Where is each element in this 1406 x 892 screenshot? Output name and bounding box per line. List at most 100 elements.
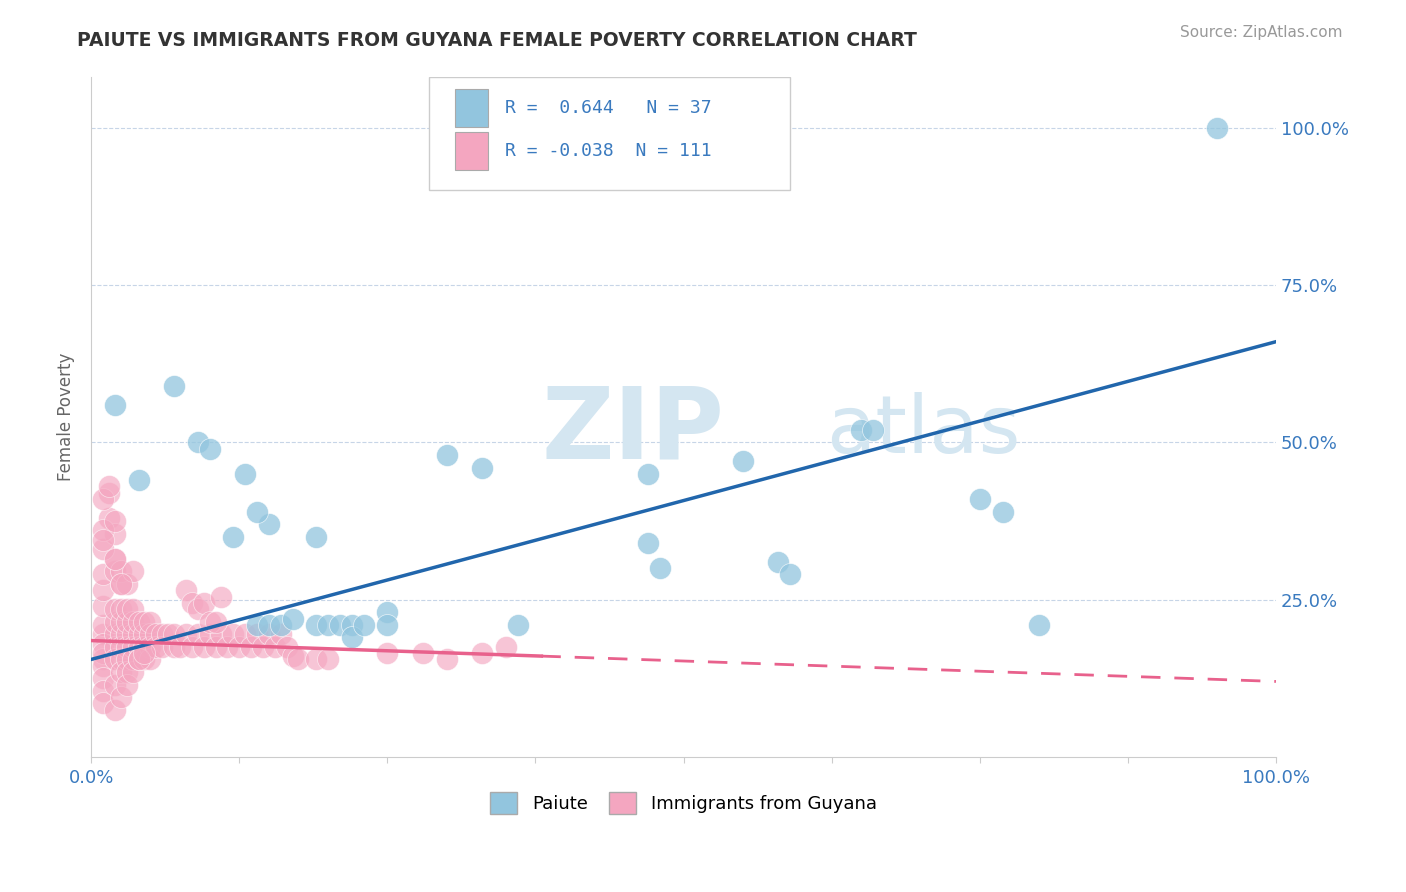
Point — [104, 627, 127, 641]
Point — [193, 640, 215, 654]
Point — [1205, 120, 1227, 135]
Point — [110, 615, 132, 629]
Point — [637, 467, 659, 481]
Point — [187, 435, 209, 450]
Point — [128, 640, 150, 654]
Point — [287, 652, 309, 666]
Point — [281, 611, 304, 625]
Point — [91, 697, 114, 711]
Point — [257, 517, 280, 532]
Point — [281, 649, 304, 664]
Text: atlas: atlas — [825, 392, 1021, 470]
Point — [121, 652, 143, 666]
Point — [97, 479, 120, 493]
Text: R =  0.644   N = 37: R = 0.644 N = 37 — [505, 99, 711, 117]
Point — [252, 640, 274, 654]
Point — [163, 640, 186, 654]
Point — [270, 617, 292, 632]
Point — [91, 599, 114, 613]
Point — [104, 703, 127, 717]
Point — [128, 652, 150, 666]
Point — [121, 627, 143, 641]
Point — [217, 640, 239, 654]
Point — [110, 602, 132, 616]
Point — [204, 615, 226, 629]
Point — [198, 442, 221, 456]
Point — [91, 524, 114, 538]
Point — [353, 617, 375, 632]
Point — [263, 640, 285, 654]
Point — [91, 684, 114, 698]
Point — [110, 690, 132, 705]
Point — [305, 617, 328, 632]
Point — [104, 551, 127, 566]
Point — [128, 652, 150, 666]
Point — [222, 627, 245, 641]
Point — [121, 640, 143, 654]
Point — [104, 398, 127, 412]
Point — [471, 646, 494, 660]
Point — [150, 640, 173, 654]
Point — [110, 577, 132, 591]
Point — [128, 615, 150, 629]
Legend: Paiute, Immigrants from Guyana: Paiute, Immigrants from Guyana — [481, 782, 886, 822]
Point — [187, 627, 209, 641]
Point — [377, 605, 399, 619]
Point — [731, 454, 754, 468]
Point — [329, 617, 352, 632]
Point — [276, 640, 298, 654]
Point — [121, 602, 143, 616]
Text: PAIUTE VS IMMIGRANTS FROM GUYANA FEMALE POVERTY CORRELATION CHART: PAIUTE VS IMMIGRANTS FROM GUYANA FEMALE … — [77, 31, 917, 50]
Point — [228, 640, 250, 654]
Point — [91, 617, 114, 632]
Point — [270, 627, 292, 641]
Text: Source: ZipAtlas.com: Source: ZipAtlas.com — [1180, 25, 1343, 40]
FancyBboxPatch shape — [456, 132, 488, 169]
Point — [779, 567, 801, 582]
Point — [169, 640, 191, 654]
Point — [115, 652, 138, 666]
Point — [134, 646, 156, 660]
Point — [377, 617, 399, 632]
Y-axis label: Female Poverty: Female Poverty — [58, 353, 75, 482]
Point — [471, 460, 494, 475]
Point — [134, 627, 156, 641]
Point — [91, 583, 114, 598]
Point — [198, 627, 221, 641]
Point — [305, 652, 328, 666]
Point — [115, 577, 138, 591]
Point — [121, 665, 143, 679]
Point — [187, 602, 209, 616]
Point — [1028, 617, 1050, 632]
Point — [91, 652, 114, 666]
Point — [305, 530, 328, 544]
Point — [134, 640, 156, 654]
Point — [104, 551, 127, 566]
Point — [91, 533, 114, 547]
Point — [110, 640, 132, 654]
Point — [211, 627, 233, 641]
Point — [115, 640, 138, 654]
Point — [104, 652, 127, 666]
Point — [115, 615, 138, 629]
Point — [969, 491, 991, 506]
Point — [91, 627, 114, 641]
Point — [257, 617, 280, 632]
Point — [198, 615, 221, 629]
Point — [174, 583, 197, 598]
Point — [204, 640, 226, 654]
Point — [340, 631, 363, 645]
Point — [233, 627, 256, 641]
Point — [91, 542, 114, 557]
Point — [340, 617, 363, 632]
Point — [257, 627, 280, 641]
Point — [121, 615, 143, 629]
Point — [246, 505, 269, 519]
Point — [862, 423, 884, 437]
Point — [110, 652, 132, 666]
Point — [97, 485, 120, 500]
Point — [104, 565, 127, 579]
Point — [104, 514, 127, 528]
Point — [134, 652, 156, 666]
Point — [110, 577, 132, 591]
